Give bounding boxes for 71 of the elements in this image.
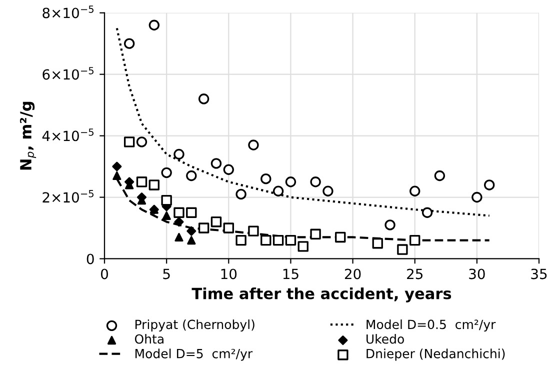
point	[236, 234, 246, 246]
legend-label: Model D=5 cm²/yr	[135, 348, 253, 361]
point	[223, 222, 234, 234]
point	[210, 216, 222, 228]
point	[272, 186, 284, 196]
point	[186, 207, 197, 218]
point	[136, 136, 148, 148]
y-tick-label: 0	[86, 254, 94, 264]
point	[174, 207, 184, 218]
point	[248, 226, 259, 236]
x-tick-label: 25	[407, 268, 422, 280]
x-tick-label: 20	[344, 268, 361, 280]
point	[198, 94, 210, 104]
point	[210, 158, 222, 169]
point	[124, 38, 135, 49]
point	[298, 241, 308, 252]
line-series	[116, 27, 490, 217]
point	[422, 207, 433, 218]
point	[410, 234, 420, 246]
point	[187, 236, 196, 245]
x-tick-label: 30	[469, 268, 485, 280]
point	[310, 176, 321, 188]
point	[322, 186, 334, 196]
point	[162, 211, 171, 220]
legend-label: Ohta	[134, 334, 164, 344]
x-tick-label: 0	[100, 268, 108, 280]
point	[410, 186, 420, 196]
x-tick-label: 15	[283, 268, 298, 280]
point	[384, 220, 396, 230]
x-tick-label: 5	[163, 268, 170, 280]
y-tick-label: 4×10$^{−5}$	[42, 128, 94, 142]
legend-label: Ukedo	[366, 334, 404, 344]
point	[397, 244, 408, 255]
point	[174, 217, 184, 227]
point	[174, 148, 184, 160]
x-tick-label: 10	[221, 268, 237, 280]
legend-label: Dnieper (Nedanchichi)	[366, 348, 505, 361]
point	[186, 170, 197, 182]
point	[161, 194, 172, 206]
point	[112, 171, 122, 180]
point	[260, 173, 272, 184]
point	[335, 232, 346, 243]
point	[248, 140, 259, 150]
point	[285, 234, 296, 246]
point	[174, 232, 184, 242]
x-axis-title: Time after the accident, years	[192, 287, 452, 302]
point	[148, 180, 160, 190]
point	[472, 192, 482, 203]
point	[484, 180, 495, 190]
point	[186, 226, 196, 236]
point	[372, 238, 383, 249]
x-tick-label: 35	[531, 268, 547, 280]
point	[223, 164, 234, 175]
point	[161, 167, 172, 178]
point	[236, 188, 246, 200]
point	[112, 162, 122, 172]
point	[148, 20, 160, 30]
point	[285, 176, 296, 188]
point	[136, 176, 148, 188]
point	[198, 222, 210, 234]
point	[434, 170, 446, 182]
y-tick-label: 8×10$^{−5}$	[42, 6, 94, 18]
y-tick-label: 6×10$^{−5}$	[42, 67, 94, 80]
point	[260, 234, 272, 246]
point	[272, 234, 284, 246]
y-tick-label: 2×10$^{−5}$	[42, 190, 94, 203]
legend-label: Pripyat (Chernobyl)	[135, 319, 254, 332]
legend-label: Model D=0.5 cm²/yr	[366, 319, 496, 332]
point	[310, 228, 321, 240]
y-axis-title: N$_{p}$, m²/g	[20, 102, 36, 170]
point	[124, 136, 135, 148]
